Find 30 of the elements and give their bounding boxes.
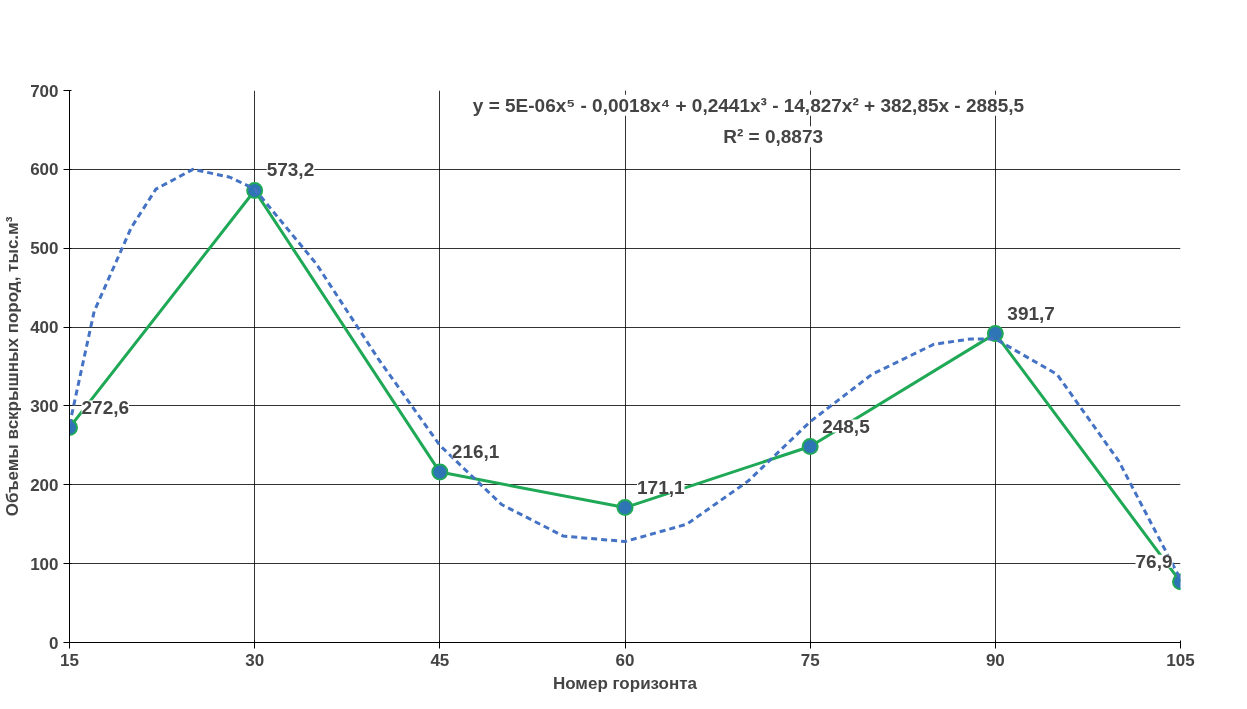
data-label: 216,1 (451, 441, 500, 463)
x-tick-label: 15 (60, 650, 79, 670)
x-axis-title: Номер горизонта (552, 673, 698, 693)
point (431, 463, 449, 481)
data-label: 573,2 (266, 159, 315, 181)
point (616, 499, 634, 517)
y-axis-title: Объемы вскрышных пород, тыс.м³ (3, 216, 23, 517)
data-label: 76,9 (1135, 550, 1173, 572)
y-tick-label: 300 (30, 396, 59, 416)
y-tick-label: 0 (49, 633, 59, 653)
point (986, 325, 1004, 343)
data-label: 248,5 (822, 415, 871, 437)
y-tick-label: 500 (30, 239, 59, 259)
y-tick-label: 700 (30, 81, 59, 101)
y-tick-label: 100 (30, 554, 59, 574)
x-tick-label: 75 (800, 650, 820, 670)
x-tick-label: 30 (245, 650, 265, 670)
x-tick-label: 105 (1166, 650, 1195, 670)
y-tick-label: 200 (30, 475, 59, 495)
x-tick-label: 90 (985, 650, 1005, 670)
x-tick-label: 60 (615, 650, 635, 670)
point (801, 438, 819, 456)
x-tick-label: 45 (430, 650, 450, 670)
y-tick-label: 600 (30, 160, 59, 180)
data-label: 391,7 (1007, 302, 1055, 324)
data-label: 272,6 (81, 396, 130, 418)
y-tick-label: 400 (30, 318, 59, 338)
annotation: R² = 0,8873 (723, 126, 824, 148)
annotation: y = 5E-06x⁵ - 0,0018x⁴ + 0,2441x³ - 14,827x² + 382,85x - 2885,5 (472, 94, 1025, 116)
data-label: 171,1 (637, 476, 685, 498)
